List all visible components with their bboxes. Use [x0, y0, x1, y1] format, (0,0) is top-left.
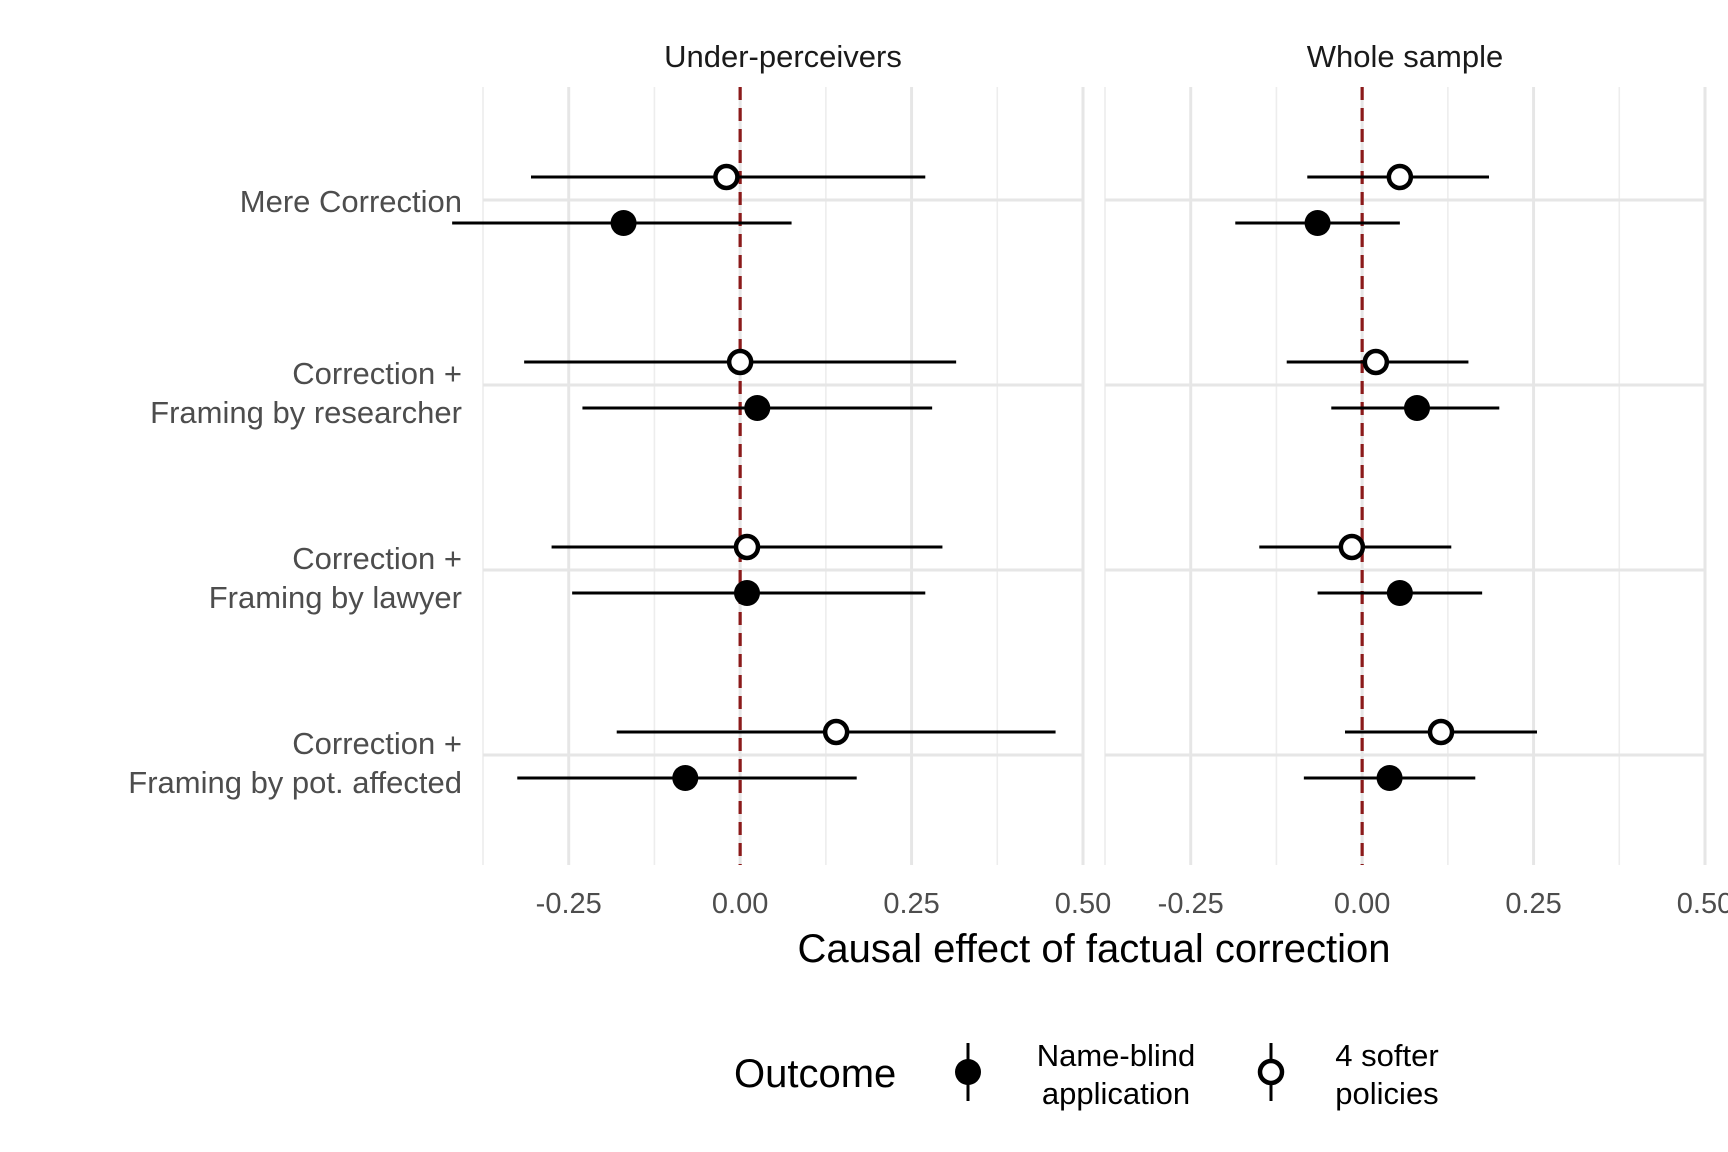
x-tick-label: 0.25 [1505, 888, 1561, 920]
point-filled [1386, 580, 1413, 606]
legend-label: Name-blind [1037, 1038, 1196, 1073]
x-tick-label: 0.00 [1334, 888, 1390, 920]
point-hollow [1362, 348, 1390, 376]
x-tick-label: -0.25 [1158, 888, 1224, 920]
panel-title: Whole sample [1307, 39, 1503, 74]
x-axis-title: Causal effect of factual correction [798, 927, 1391, 971]
category-label: Correction + [292, 356, 462, 391]
point-filled [672, 765, 699, 791]
point-filled [734, 580, 760, 606]
point-hollow [726, 348, 754, 376]
panel-title: Under-perceivers [664, 39, 902, 74]
legend-label: policies [1335, 1076, 1438, 1111]
point-hollow [822, 718, 850, 746]
category-label: Framing by researcher [150, 395, 462, 430]
category-label: Correction + [292, 726, 462, 761]
point-hollow [1386, 163, 1414, 191]
x-tick-label: 0.50 [1055, 888, 1111, 920]
point-filled [1404, 395, 1430, 421]
legend-marker-filled [955, 1059, 981, 1085]
legend-label: application [1042, 1076, 1190, 1111]
category-label: Mere Correction [240, 184, 462, 219]
category-label: Correction + [292, 541, 462, 576]
point-hollow [1338, 533, 1366, 561]
legend-title: Outcome [734, 1052, 896, 1096]
x-tick-label: 0.25 [883, 888, 939, 920]
point-filled [1376, 765, 1403, 791]
point-filled [610, 210, 637, 236]
x-tick-label: 0.50 [1677, 888, 1728, 920]
legend-marker-hollow [1257, 1058, 1285, 1086]
point-filled [1304, 210, 1331, 236]
point-filled [744, 395, 771, 421]
point-hollow [733, 533, 761, 561]
category-label: Framing by lawyer [209, 580, 462, 615]
x-tick-label: -0.25 [536, 888, 602, 920]
point-hollow [1427, 718, 1455, 746]
x-tick-label: 0.00 [712, 888, 768, 920]
point-hollow [713, 163, 740, 191]
category-label: Framing by pot. affected [128, 765, 462, 800]
legend-label: 4 softer [1335, 1038, 1438, 1073]
